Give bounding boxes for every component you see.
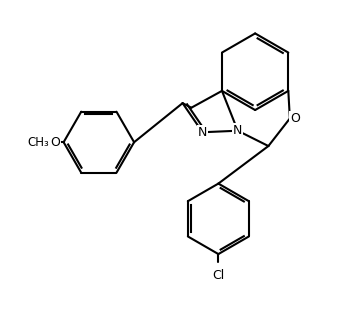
Text: Cl: Cl xyxy=(212,269,224,282)
Text: CH₃: CH₃ xyxy=(27,136,49,149)
Text: O: O xyxy=(290,112,300,125)
Text: N: N xyxy=(198,126,207,139)
Text: N: N xyxy=(233,124,242,137)
Text: O: O xyxy=(50,136,60,149)
